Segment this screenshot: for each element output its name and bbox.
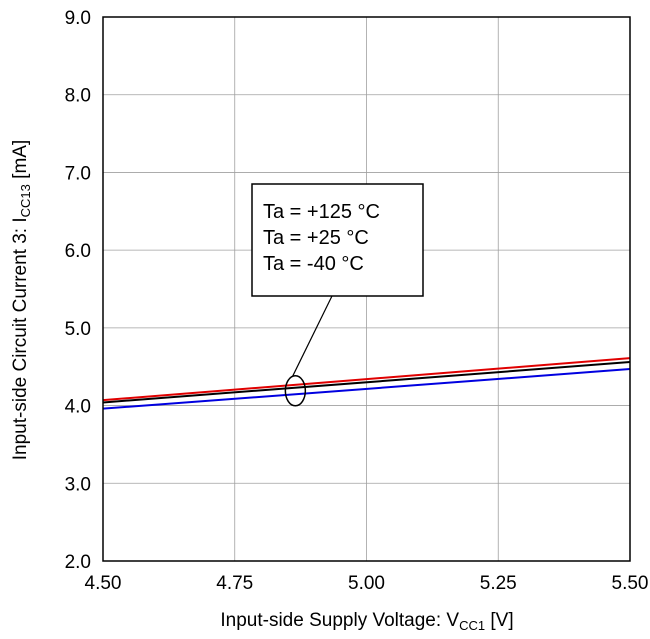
x-tick-labels: 4.50 4.75 5.00 5.25 5.50 (85, 573, 649, 594)
callout-text-125c: Ta = +125 °C (263, 201, 380, 223)
y-tick-labels: 2.0 3.0 4.0 5.0 6.0 7.0 8.0 9.0 (65, 8, 91, 573)
series-layer (102, 357, 631, 410)
callout-leader-line (291, 295, 333, 378)
x-axis-label-main: Input-side Supply Voltage: V (220, 610, 459, 631)
callout-box (251, 183, 424, 297)
series-line (102, 368, 631, 410)
y-tick-label: 3.0 (65, 474, 91, 495)
x-tick-label: 4.75 (216, 573, 253, 594)
series-line (102, 361, 631, 404)
y-tick-label: 5.0 (65, 319, 91, 340)
x-tick-label: 5.00 (348, 573, 385, 594)
series-callout: Ta = +125 °C Ta = +25 °C Ta = -40 °C (251, 183, 424, 407)
y-axis-label-unit: [mA] (10, 140, 31, 184)
y-tick-label: 6.0 (65, 241, 91, 262)
y-tick-label: 9.0 (65, 8, 91, 29)
y-tick-label: 2.0 (65, 552, 91, 573)
plot-area-frame (102, 16, 631, 562)
x-axis-label-unit: [V] (485, 610, 514, 631)
x-axis-label: Input-side Supply Voltage: VCC1 [V] (220, 610, 513, 633)
callout-text-25c: Ta = +25 °C (263, 227, 369, 249)
y-axis-label-subscript: CC13 (18, 184, 33, 217)
y-tick-label: 8.0 (65, 86, 91, 107)
y-axis-label-main: Input-side Circuit Current 3: I (10, 217, 31, 460)
callout-ellipse (284, 375, 307, 407)
y-tick-label: 4.0 (65, 397, 91, 418)
callout-text-minus40c: Ta = -40 °C (263, 253, 364, 275)
x-axis-label-subscript: CC1 (459, 618, 485, 633)
y-tick-label: 7.0 (65, 163, 91, 184)
y-axis-label: Input-side Circuit Current 3: ICC13 [mA] (10, 140, 33, 460)
x-tick-label: 5.25 (480, 573, 517, 594)
x-tick-label: 5.50 (612, 573, 649, 594)
x-tick-label: 4.50 (85, 573, 122, 594)
series-line (102, 357, 631, 402)
